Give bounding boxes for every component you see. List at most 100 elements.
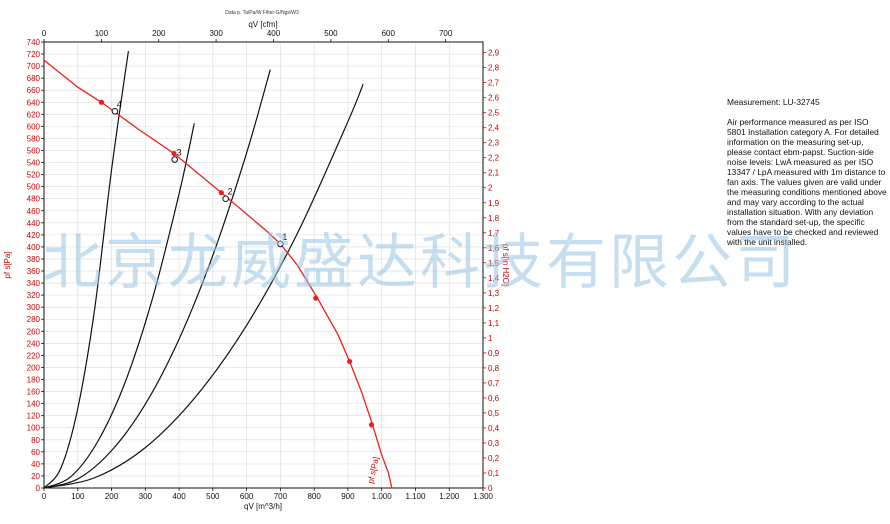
x2-tick-label: 200 [152, 29, 166, 38]
fan-curve: pf s[Pa] [43, 59, 393, 489]
fan-curve-marker [368, 422, 375, 428]
system-curve-2 [43, 69, 271, 489]
x-tick-label: 600 [240, 492, 254, 501]
y-tick-label: 160 [27, 388, 41, 397]
y2-tick-label: 1,2 [488, 304, 500, 313]
grid [44, 42, 483, 488]
y-tick-label: 340 [27, 279, 41, 288]
y2-tick-label: 2,6 [488, 94, 500, 103]
y-tick-label: 620 [27, 110, 41, 119]
system-curve-3 [43, 123, 195, 489]
y2-tick-label: 1,1 [488, 319, 500, 328]
measurement-notes: Measurement: LU-32745 Air performance me… [727, 97, 887, 247]
y-tick-label: 280 [27, 315, 41, 324]
y2-tick-label: 0,6 [488, 394, 500, 403]
x2-axis: 0 100 200 300 400 500 600 700 [42, 29, 453, 42]
measurement-title: Measurement: LU-32745 [727, 97, 820, 107]
y2-tick-label: 1,9 [488, 199, 500, 208]
y-tick-label: 80 [31, 436, 40, 445]
fan-curve-marker [98, 99, 105, 105]
x2-tick-label: 0 [42, 29, 47, 38]
y-tick-label: 520 [27, 171, 41, 180]
y2-tick-label: 2,3 [488, 139, 500, 148]
y2-axis-title: pf s[in H2O] [501, 244, 510, 286]
y-tick-label: 260 [27, 327, 41, 336]
fan-curve-marker [218, 190, 224, 196]
x-tick-label: 1.100 [405, 492, 426, 501]
x-tick-label: 1.000 [372, 492, 393, 501]
x-tick-label: 900 [341, 492, 355, 501]
x-tick-label: 400 [172, 492, 186, 501]
system-curve-4 [43, 50, 130, 489]
x-tick-label: 0 [42, 492, 47, 501]
y-tick-label: 100 [27, 424, 41, 433]
y2-tick-label: 2,8 [488, 64, 500, 73]
y2-tick-label: 2,9 [488, 49, 500, 58]
x2-tick-label: 300 [209, 29, 223, 38]
y-tick-label: 480 [27, 195, 41, 204]
y-axis-title: pf s[Pa] [3, 251, 12, 278]
x2-tick-label: 100 [95, 29, 109, 38]
y-tick-label: 660 [27, 86, 41, 95]
fan-curve-marker [313, 295, 319, 301]
operating-point-label: 3 [177, 148, 182, 158]
y-tick-label: 700 [27, 62, 41, 71]
system-curves [43, 50, 364, 489]
y-tick-label: 0 [36, 484, 41, 493]
x-axis-title: qV [m^3/h] [244, 502, 282, 511]
y2-tick-label: 0,1 [488, 469, 500, 478]
y2-tick-label: 0,9 [488, 349, 500, 358]
y-tick-label: 140 [27, 400, 41, 409]
y-axis: 0 20 40 60 80 100 120 140 160 180 200 220 240 260 280 3… [27, 38, 44, 493]
x2-tick-label: 400 [267, 29, 281, 38]
y-tick-label: 400 [27, 243, 41, 252]
y2-tick-label: 2,1 [488, 169, 500, 178]
operating-point-label: 4 [117, 99, 122, 109]
operating-point-label: 2 [228, 187, 233, 197]
y-tick-label: 20 [31, 472, 40, 481]
y-tick-label: 380 [27, 255, 41, 264]
y2-tick-label: 0,3 [488, 439, 500, 448]
x2-axis-title: qV [cfm] [248, 20, 277, 29]
y-tick-label: 640 [27, 98, 41, 107]
y-tick-label: 460 [27, 207, 41, 216]
y-tick-label: 740 [27, 38, 41, 47]
operating-point-1 [277, 240, 284, 248]
y2-tick-label: 1,3 [488, 289, 500, 298]
y2-tick-label: 0,8 [488, 364, 500, 373]
y-tick-label: 680 [27, 74, 41, 83]
y-tick-label: 580 [27, 134, 41, 143]
y-tick-label: 180 [27, 376, 41, 385]
y-tick-label: 320 [27, 291, 41, 300]
y-tick-label: 120 [27, 412, 41, 421]
y2-tick-label: 0 [488, 484, 493, 493]
y2-tick-label: 0,7 [488, 379, 500, 388]
x-tick-label: 1.200 [439, 492, 460, 501]
y-tick-label: 220 [27, 351, 41, 360]
y-tick-label: 200 [27, 363, 41, 372]
y2-tick-label: 1,5 [488, 259, 500, 268]
y-tick-label: 360 [27, 267, 41, 276]
y2-tick-label: 2,4 [488, 124, 500, 133]
x-tick-label: 1.300 [473, 492, 494, 501]
x-tick-label: 800 [307, 492, 321, 501]
y2-tick-label: 1,8 [488, 214, 500, 223]
x2-tick-label: 500 [324, 29, 338, 38]
y2-tick-label: 1,4 [488, 274, 500, 283]
operating-points: 4 3 2 1 [111, 99, 287, 248]
chart-top-caption: Data p. Ta/Pa/W Filter-G/Ngs/W3 [225, 10, 299, 16]
y-tick-label: 500 [27, 183, 41, 192]
y-tick-label: 40 [31, 460, 40, 469]
y-tick-label: 300 [27, 303, 41, 312]
y2-tick-label: 2,7 [488, 79, 500, 88]
y-tick-label: 60 [31, 448, 40, 457]
y2-tick-label: 1 [488, 334, 493, 343]
fan-curve-label: pf s[Pa] [366, 456, 380, 484]
y2-tick-label: 0,4 [488, 424, 500, 433]
x-tick-label: 100 [71, 492, 85, 501]
x2-tick-label: 700 [439, 29, 453, 38]
y2-tick-label: 2,2 [488, 154, 500, 163]
x-axis: 0 100 200 300 400 500 600 700 800 900 1.000 1.100 1.… [42, 488, 494, 501]
y-tick-label: 420 [27, 231, 41, 240]
